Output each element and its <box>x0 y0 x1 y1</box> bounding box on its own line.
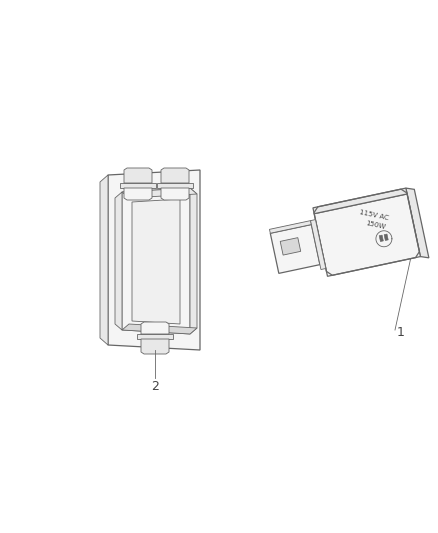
Polygon shape <box>311 220 326 270</box>
Polygon shape <box>137 334 173 339</box>
Polygon shape <box>379 235 383 241</box>
Polygon shape <box>314 194 420 276</box>
Polygon shape <box>280 238 301 255</box>
Text: 2: 2 <box>151 379 159 392</box>
Polygon shape <box>141 322 169 334</box>
Polygon shape <box>311 221 325 266</box>
Polygon shape <box>269 221 311 233</box>
Polygon shape <box>122 188 190 334</box>
Polygon shape <box>122 188 197 198</box>
Polygon shape <box>384 234 388 240</box>
Polygon shape <box>406 188 429 258</box>
Polygon shape <box>115 192 122 330</box>
Polygon shape <box>190 188 197 334</box>
Polygon shape <box>157 183 193 188</box>
Polygon shape <box>161 188 189 200</box>
Polygon shape <box>100 175 108 345</box>
Polygon shape <box>132 199 180 324</box>
Polygon shape <box>120 183 156 188</box>
Polygon shape <box>270 224 320 273</box>
Polygon shape <box>124 168 152 183</box>
Polygon shape <box>108 170 200 350</box>
Text: 115V AC: 115V AC <box>359 209 389 221</box>
Polygon shape <box>313 188 407 214</box>
Polygon shape <box>141 339 169 354</box>
Text: 150W: 150W <box>365 220 386 230</box>
Text: 1: 1 <box>397 326 405 338</box>
Polygon shape <box>124 188 152 200</box>
Polygon shape <box>161 168 189 183</box>
Polygon shape <box>122 324 197 334</box>
